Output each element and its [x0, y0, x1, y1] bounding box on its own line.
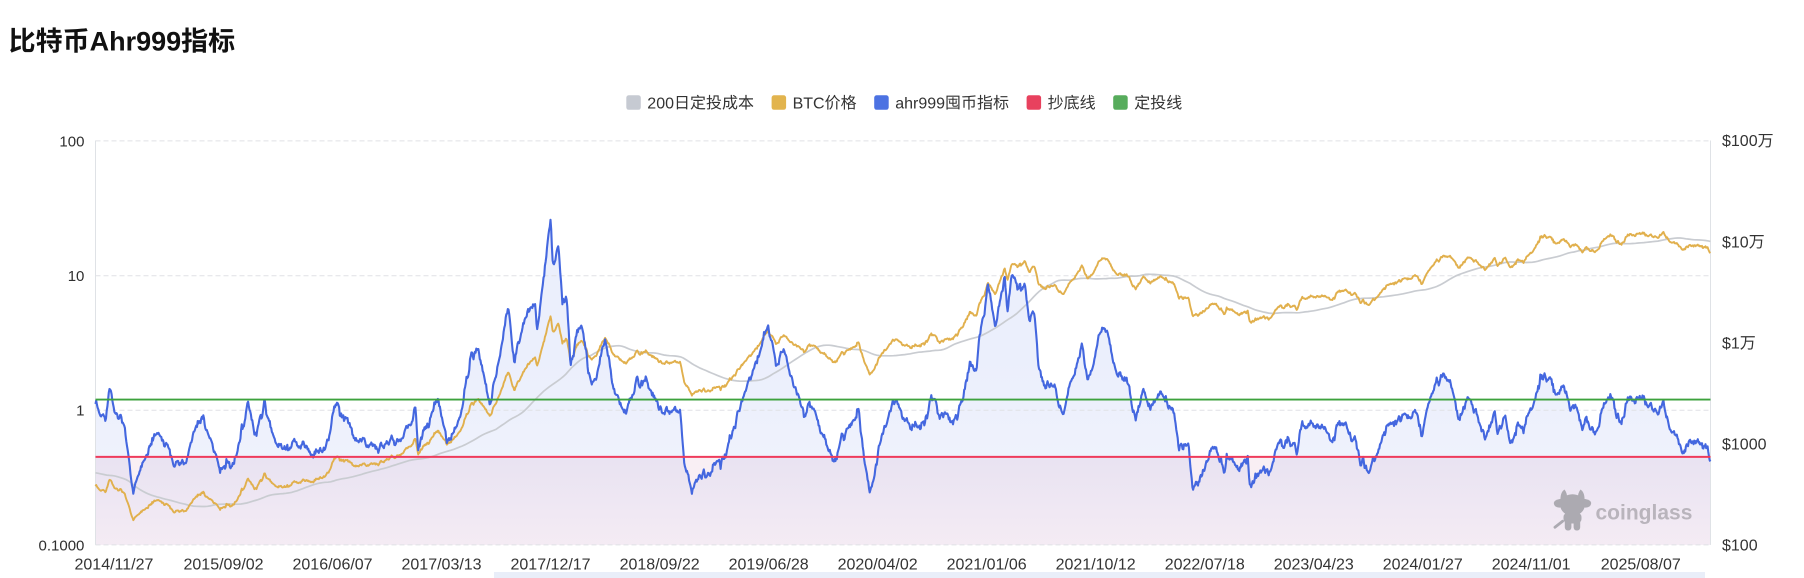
svg-text:2018/09/22: 2018/09/22 — [620, 557, 700, 574]
svg-text:200: 200 — [647, 95, 674, 112]
svg-text:2024/01/27: 2024/01/27 — [1383, 557, 1463, 574]
svg-text:2017/12/17: 2017/12/17 — [511, 557, 591, 574]
svg-text:2021/01/06: 2021/01/06 — [947, 557, 1027, 574]
svg-text:0.1000: 0.1000 — [39, 537, 85, 554]
svg-text:2016/06/07: 2016/06/07 — [293, 557, 373, 574]
svg-text:2025/08/07: 2025/08/07 — [1601, 557, 1681, 574]
svg-text:$1: $1 — [1722, 335, 1740, 352]
svg-text:$1000: $1000 — [1722, 437, 1767, 454]
svg-text:BTC: BTC — [793, 95, 825, 112]
svg-text:$10: $10 — [1722, 234, 1749, 251]
svg-text:2022/07/18: 2022/07/18 — [1165, 557, 1245, 574]
svg-text:100: 100 — [59, 133, 84, 150]
svg-text:2014/11/27: 2014/11/27 — [75, 557, 154, 574]
svg-text:2017/03/13: 2017/03/13 — [402, 557, 482, 574]
svg-text:Ahr999: Ahr999 — [90, 26, 182, 56]
svg-text:2019/06/28: 2019/06/28 — [729, 557, 809, 574]
svg-text:$100: $100 — [1722, 133, 1758, 150]
svg-text:$100: $100 — [1722, 538, 1758, 555]
svg-text:2020/04/02: 2020/04/02 — [838, 557, 918, 574]
svg-text:10: 10 — [68, 268, 85, 285]
svg-text:2015/09/02: 2015/09/02 — [184, 557, 264, 574]
svg-text:coinglass: coinglass — [1596, 502, 1693, 525]
svg-text:2023/04/23: 2023/04/23 — [1274, 557, 1354, 574]
svg-text:2024/11/01: 2024/11/01 — [1492, 557, 1571, 574]
svg-text:1: 1 — [76, 403, 84, 420]
svg-text:2021/10/12: 2021/10/12 — [1056, 557, 1136, 574]
svg-text:ahr999: ahr999 — [895, 95, 945, 112]
